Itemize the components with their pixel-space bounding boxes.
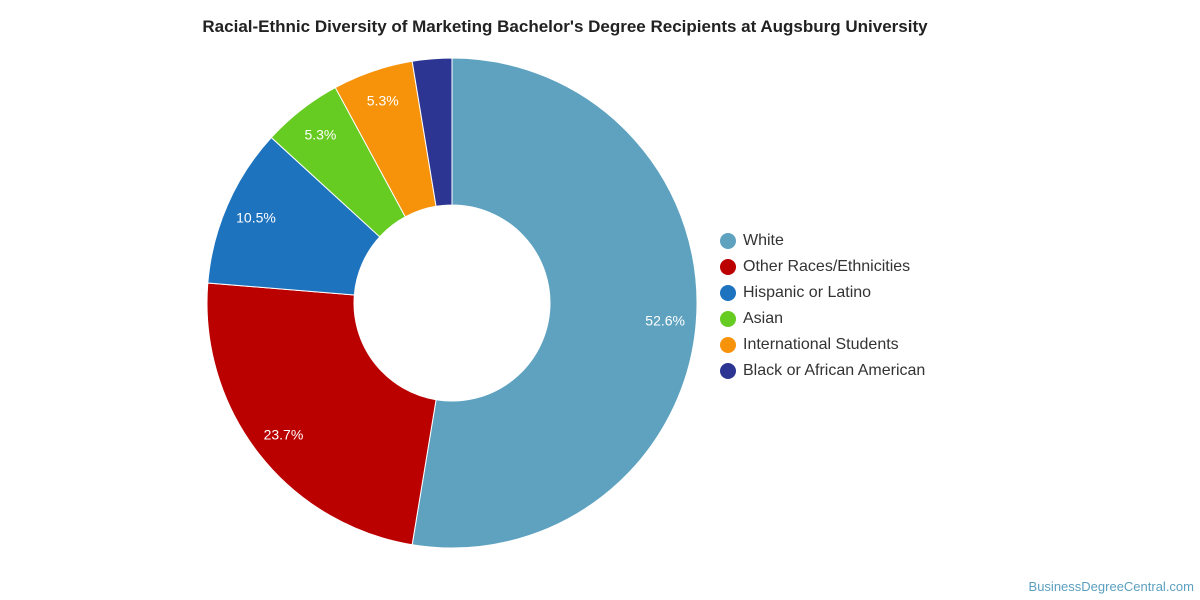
chart-legend: White Other Races/Ethnicities Hispanic or … <box>720 228 925 384</box>
legend-swatch-0 <box>720 233 736 249</box>
legend-item-0[interactable]: White <box>720 228 925 254</box>
legend-label-5: Black or African American <box>743 362 926 379</box>
slice-5 <box>411 57 453 207</box>
slice-label-1: 23.7% <box>264 427 304 443</box>
chart-title: Racial-Ethnic Diversity of Marketing Bac… <box>202 17 928 36</box>
slice-label-0: 52.6% <box>645 312 685 328</box>
legend-swatch-1 <box>720 259 736 275</box>
watermark: BusinessDegreeCentral.com <box>1028 579 1194 594</box>
legend-swatch-2 <box>720 285 736 301</box>
legend-label-2: Hispanic or Latino <box>743 284 872 301</box>
legend-label-3: Asian <box>743 310 784 327</box>
legend-item-3[interactable]: Asian <box>720 306 925 332</box>
slice-2 <box>207 136 381 296</box>
legend-item-5[interactable]: Black or African American <box>720 358 925 384</box>
legend-swatch-5 <box>720 363 736 379</box>
slice-0 <box>411 57 698 549</box>
legend-item-2[interactable]: Hispanic or Latino <box>720 280 925 306</box>
legend-label-1: Other Races/Ethnicities <box>743 258 911 275</box>
slice-label-4: 5.3% <box>367 93 399 109</box>
legend-swatch-3 <box>720 311 736 327</box>
slice-label-2: 10.5% <box>236 209 276 225</box>
legend-label-4: International Students <box>743 336 899 353</box>
slice-label-3: 5.3% <box>304 126 336 142</box>
legend-item-4[interactable]: International Students <box>720 332 925 358</box>
slice-1 <box>206 282 437 546</box>
legend-label-0: White <box>743 232 784 249</box>
legend-item-1[interactable]: Other Races/Ethnicities <box>720 254 925 280</box>
legend-swatch-4 <box>720 337 736 353</box>
